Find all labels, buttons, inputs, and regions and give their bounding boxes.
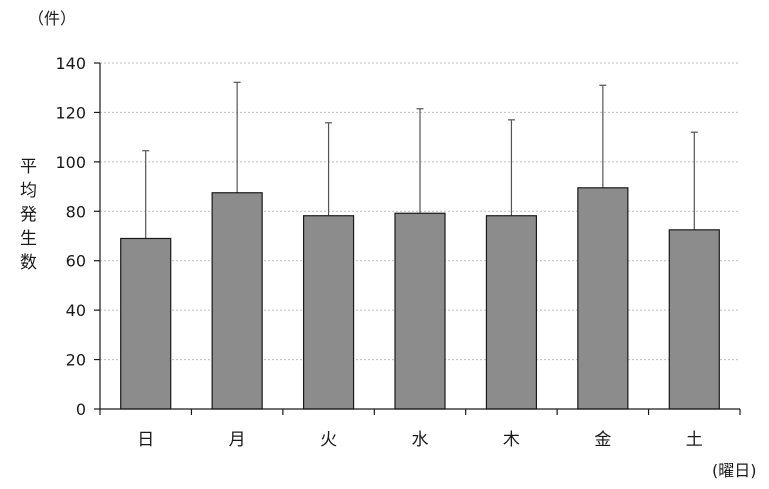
y-axis-label-char: 発 (20, 205, 37, 225)
y-tick-labels: 0 20 40 60 80 100 120 140 (55, 54, 86, 419)
bar (211, 192, 263, 410)
bar (394, 212, 446, 410)
x-tick-label: 水 (412, 430, 429, 450)
x-tick-label: 火 (320, 430, 337, 450)
y-axis-label-char: 生 (20, 229, 37, 249)
y-axis-label-char: 平 (20, 157, 37, 177)
bar (577, 187, 629, 410)
bar (485, 215, 538, 410)
y-tick-label: 60 (66, 252, 86, 271)
bar (120, 237, 172, 410)
y-tick-label: 20 (66, 351, 86, 370)
bars (120, 81, 720, 410)
unit-label: （件） (28, 9, 76, 28)
x-tick-labels: 日月火水木金土 (137, 430, 703, 450)
y-axis-label-char: 均 (20, 181, 37, 201)
bar (668, 229, 720, 410)
y-tick-label: 40 (66, 301, 86, 320)
y-tick-label: 140 (55, 54, 86, 73)
x-tick-label: 木 (503, 430, 520, 450)
x-tick-label: 日 (137, 430, 154, 450)
x-tick-label: 月 (229, 430, 246, 450)
y-tick-label: 120 (55, 103, 86, 122)
x-tick-label: 金 (594, 430, 611, 450)
y-tick-label: 100 (55, 153, 86, 172)
y-tick-label: 0 (76, 400, 86, 419)
y-axis-label: 平均発生数 (20, 157, 37, 273)
x-tick-label: 土 (686, 430, 703, 450)
y-tick-label: 80 (66, 202, 86, 221)
y-axis-label-char: 数 (20, 253, 37, 273)
x-axis-label: (曜日) (712, 461, 757, 480)
axes (94, 62, 741, 415)
bar (302, 215, 355, 410)
